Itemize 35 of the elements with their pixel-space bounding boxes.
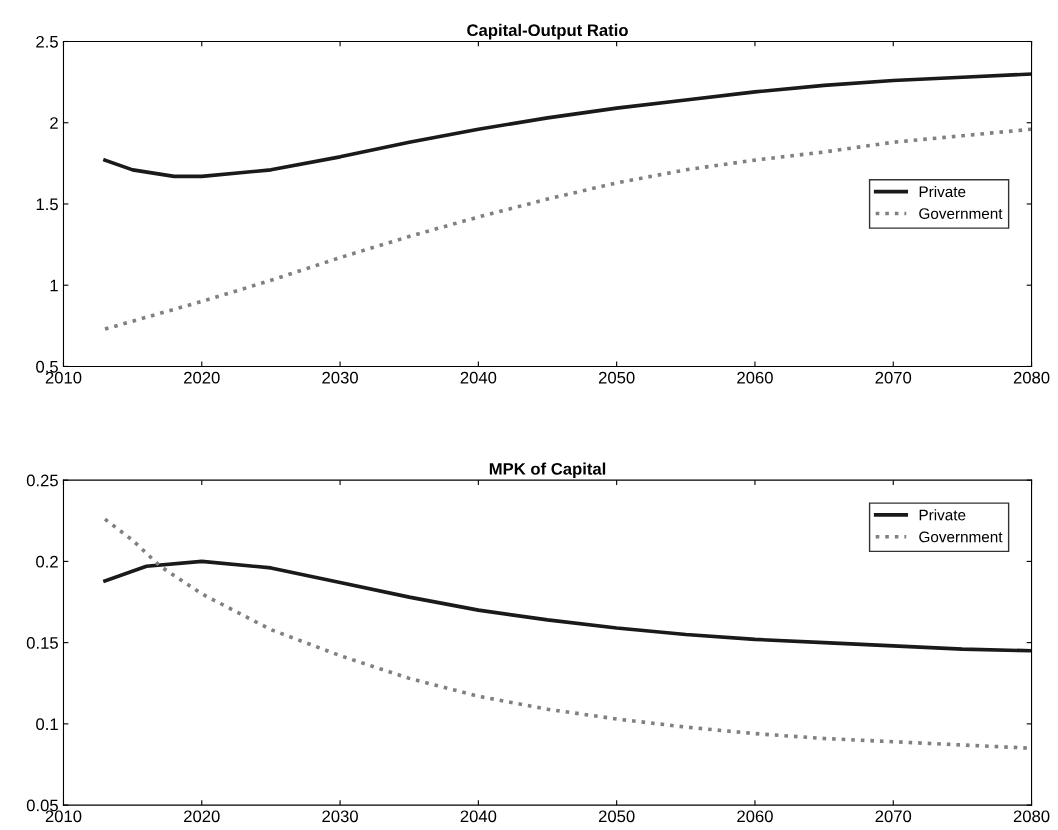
x-tick-label: 2080 bbox=[1013, 810, 1050, 823]
x-tick-label: 2020 bbox=[184, 371, 220, 384]
legend-label: Private bbox=[919, 509, 966, 521]
legend-label: Private bbox=[919, 185, 966, 198]
y-tick-label: 0.5 bbox=[36, 360, 58, 373]
x-tick-label: 2060 bbox=[737, 810, 773, 823]
x-tick-label: 2070 bbox=[875, 371, 912, 384]
x-tick-label: 2020 bbox=[184, 810, 220, 823]
chart-title: Capital-Output Ratio bbox=[467, 23, 628, 40]
y-tick-label: 0.05 bbox=[26, 799, 58, 812]
legend-label: Government bbox=[919, 208, 1003, 220]
x-tick-label: 2080 bbox=[1013, 371, 1050, 384]
y-tick-label: 0.15 bbox=[26, 637, 58, 649]
x-tick-label: 2060 bbox=[737, 371, 773, 384]
x-tick-label: 2050 bbox=[598, 371, 635, 384]
y-tick-label: 0.1 bbox=[36, 718, 58, 731]
x-tick-label: 2070 bbox=[875, 810, 912, 823]
x-tick-label: 2040 bbox=[460, 810, 497, 823]
line-series bbox=[103, 72, 1032, 179]
x-tick-label: 2050 bbox=[598, 810, 635, 823]
x-tick-label: 2030 bbox=[322, 371, 358, 384]
legend-label: Government bbox=[919, 531, 1003, 543]
x-tick-label: 2040 bbox=[460, 371, 497, 384]
line-series bbox=[103, 559, 1032, 653]
y-tick-label: 1 bbox=[50, 279, 58, 292]
chart-title: MPK of Capital bbox=[489, 462, 606, 479]
y-tick-label: 2 bbox=[50, 117, 58, 129]
x-tick-label: 2010 bbox=[45, 371, 82, 384]
y-tick-label: 0.2 bbox=[36, 555, 58, 568]
y-tick-label: 2.5 bbox=[36, 35, 58, 48]
y-tick-label: 0.25 bbox=[26, 474, 58, 487]
x-tick-label: 2010 bbox=[45, 810, 82, 823]
line-series bbox=[103, 127, 1032, 331]
y-tick-label: 1.5 bbox=[36, 198, 58, 211]
x-tick-label: 2030 bbox=[322, 810, 358, 823]
